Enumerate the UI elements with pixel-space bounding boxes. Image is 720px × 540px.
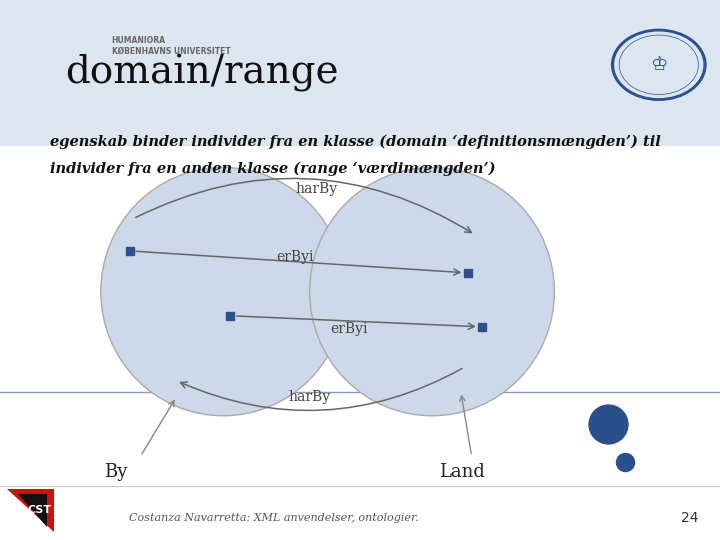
Text: individer fra en anden klasse (range ‘værdimængden’): individer fra en anden klasse (range ‘væ…: [50, 162, 496, 177]
Text: erByi: erByi: [330, 322, 368, 336]
Text: 24: 24: [681, 511, 698, 525]
Text: harBy: harBy: [296, 182, 338, 196]
Polygon shape: [18, 494, 47, 526]
Text: CST: CST: [27, 505, 52, 515]
Text: domain/range: domain/range: [65, 54, 338, 92]
Text: Land: Land: [439, 463, 485, 481]
Ellipse shape: [310, 167, 554, 416]
Text: Costanza Navarretta: XML anvendelser, ontologier.: Costanza Navarretta: XML anvendelser, on…: [129, 514, 418, 523]
Text: harBy: harBy: [289, 390, 330, 404]
Polygon shape: [7, 489, 54, 532]
Text: ♔: ♔: [650, 55, 667, 75]
Ellipse shape: [101, 167, 346, 416]
Text: egenskab binder individer fra en klasse (domain ‘definitionsmængden’) til: egenskab binder individer fra en klasse …: [50, 135, 661, 150]
Circle shape: [613, 31, 704, 99]
Text: KØBENHAVNS UNIVERSITET: KØBENHAVNS UNIVERSITET: [112, 47, 230, 56]
FancyBboxPatch shape: [0, 0, 720, 146]
Text: By: By: [104, 463, 127, 481]
Text: erByi: erByi: [276, 249, 314, 264]
Text: HUMANIORA: HUMANIORA: [112, 36, 166, 45]
